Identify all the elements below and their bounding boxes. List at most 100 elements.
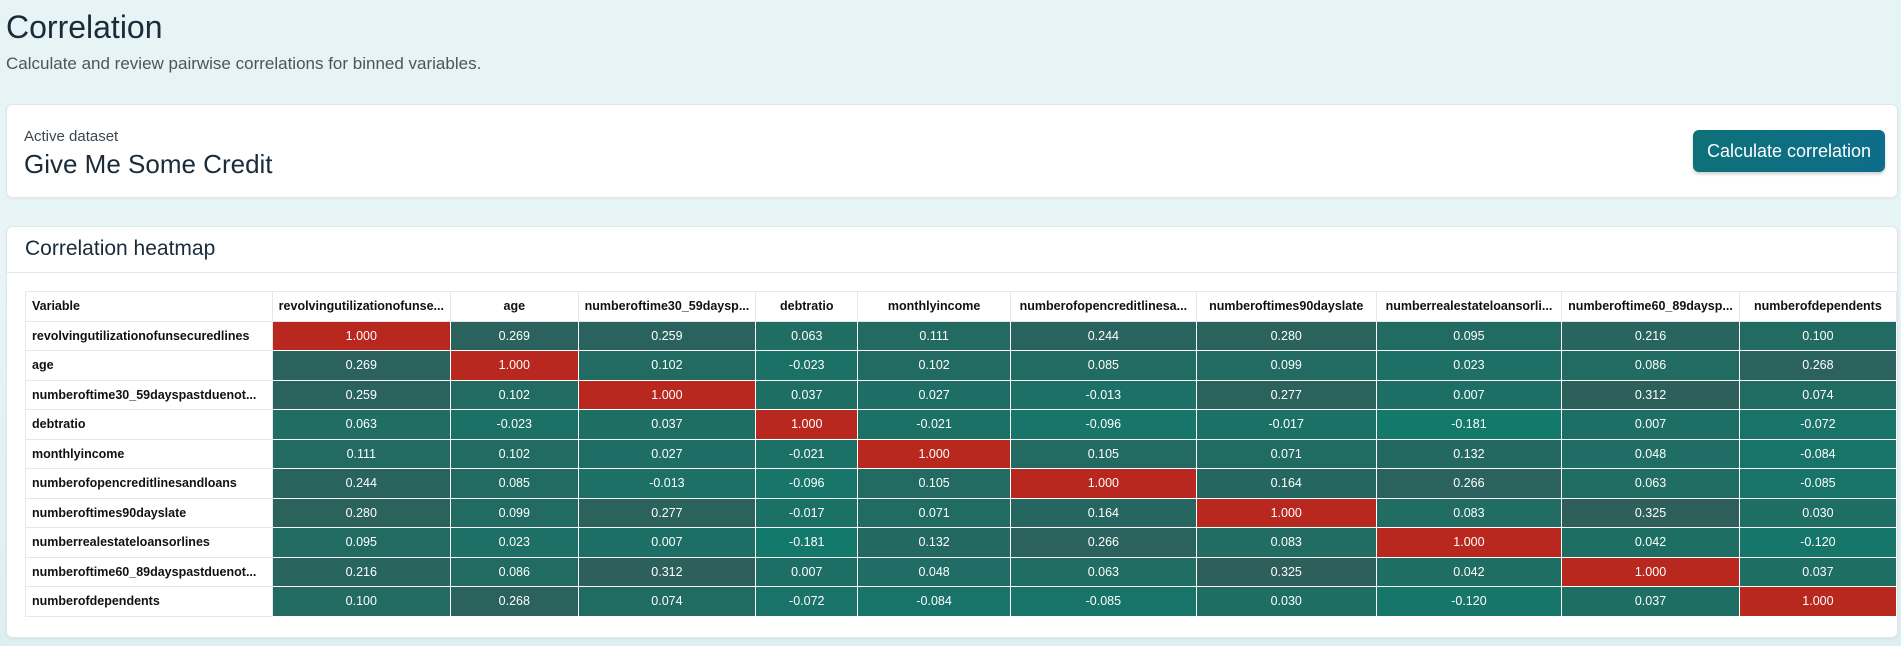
heatmap-cell: -0.085 xyxy=(1009,586,1197,617)
heatmap-cell: 0.074 xyxy=(1738,379,1898,410)
heatmap-cell: 0.268 xyxy=(449,586,579,617)
heatmap-cell: 1.000 xyxy=(271,320,451,351)
heatmap-row-header: numberoftime30_59dayspastduenot... xyxy=(25,379,273,410)
heatmap-row: numberrealestateloansorlines 0.095 0.023 0.… xyxy=(25,527,1898,558)
heatmap-cell: 0.111 xyxy=(857,320,1011,351)
heatmap-column-header: numberrealestateloansorli... xyxy=(1375,291,1563,322)
heatmap-cell: 0.102 xyxy=(449,438,579,469)
heatmap-cell: 1.000 xyxy=(1738,586,1898,617)
heatmap-cell: -0.021 xyxy=(857,409,1011,440)
heatmap-cell: 1.000 xyxy=(1375,527,1563,558)
heatmap-cell: -0.017 xyxy=(755,497,859,528)
heatmap-column-header: age xyxy=(449,291,579,322)
heatmap-cell: 1.000 xyxy=(1009,468,1197,499)
heatmap-cell: -0.085 xyxy=(1738,468,1898,499)
heatmap-cell: 0.048 xyxy=(1561,438,1740,469)
heatmap-cell: 0.048 xyxy=(857,556,1011,587)
heatmap-cell: 0.269 xyxy=(449,320,579,351)
heatmap-row: debtratio 0.063 -0.023 0.037 1.000 -0.021 -0.0… xyxy=(25,409,1898,440)
heatmap-title: Correlation heatmap xyxy=(25,237,216,260)
heatmap-cell: 1.000 xyxy=(857,438,1011,469)
heatmap-cell: 0.037 xyxy=(755,379,859,410)
heatmap-cell: 0.095 xyxy=(271,527,451,558)
heatmap-cell: 1.000 xyxy=(755,409,859,440)
heatmap-cell: 0.074 xyxy=(577,586,757,617)
heatmap-cell: 0.244 xyxy=(1009,320,1197,351)
correlation-heatmap-table: Variable revolvingutilizationofunse... age… xyxy=(25,291,1898,617)
heatmap-row-header: numberofopencreditlinesandloans xyxy=(25,468,273,499)
heatmap-cell: 0.007 xyxy=(577,527,757,558)
heatmap-row: numberoftimes90dayslate 0.280 0.099 0.277 -0… xyxy=(25,497,1898,528)
page-header: Correlation Calculate and review pairwis… xyxy=(6,6,481,74)
heatmap-row-header: numberoftimes90dayslate xyxy=(25,497,273,528)
heatmap-cell: -0.181 xyxy=(755,527,859,558)
heatmap-cell: 0.244 xyxy=(271,468,451,499)
heatmap-row: numberoftime60_89dayspastduenot... 0.216 0… xyxy=(25,556,1898,587)
heatmap-corner-label: Variable xyxy=(25,291,273,322)
heatmap-cell: 0.027 xyxy=(577,438,757,469)
heatmap-cell: 0.086 xyxy=(1561,350,1740,381)
heatmap-cell: 0.132 xyxy=(857,527,1011,558)
heatmap-cell: 0.030 xyxy=(1738,497,1898,528)
heatmap-cell: 0.023 xyxy=(449,527,579,558)
heatmap-cell: 0.086 xyxy=(449,556,579,587)
heatmap-cell: 0.102 xyxy=(857,350,1011,381)
heatmap-cell: -0.120 xyxy=(1738,527,1898,558)
heatmap-cell: 0.023 xyxy=(1375,350,1563,381)
heatmap-cell: 0.083 xyxy=(1195,527,1377,558)
heatmap-cell: -0.017 xyxy=(1195,409,1377,440)
heatmap-cell: 0.325 xyxy=(1195,556,1377,587)
heatmap-cell: 0.277 xyxy=(577,497,757,528)
heatmap-cell: 0.007 xyxy=(1561,409,1740,440)
heatmap-row: revolvingutilizationofunsecuredlines 1.00… xyxy=(25,320,1898,351)
heatmap-cell: 0.268 xyxy=(1738,350,1898,381)
heatmap-cell: 1.000 xyxy=(1561,556,1740,587)
heatmap-cell: -0.013 xyxy=(1009,379,1197,410)
heatmap-cell: 0.042 xyxy=(1375,556,1563,587)
heatmap-cell: 0.042 xyxy=(1561,527,1740,558)
heatmap-cell: 0.105 xyxy=(857,468,1011,499)
heatmap-column-header: numberoftimes90dayslate xyxy=(1195,291,1377,322)
heatmap-cell: -0.181 xyxy=(1375,409,1563,440)
heatmap-row: numberofdependents 0.100 0.268 0.074 -0.072 -… xyxy=(25,586,1898,617)
heatmap-cell: 0.102 xyxy=(577,350,757,381)
heatmap-cell: 0.164 xyxy=(1195,468,1377,499)
heatmap-cell: 1.000 xyxy=(449,350,579,381)
heatmap-cell: -0.023 xyxy=(449,409,579,440)
heatmap-cell: 0.071 xyxy=(857,497,1011,528)
heatmap-cell: 0.037 xyxy=(1738,556,1898,587)
heatmap-row: age 0.269 1.000 0.102 -0.023 0.102 0.085 0.099 0… xyxy=(25,350,1898,381)
heatmap-cell: -0.096 xyxy=(1009,409,1197,440)
heatmap-row-header: debtratio xyxy=(25,409,273,440)
heatmap-cell: 0.132 xyxy=(1375,438,1563,469)
heatmap-cell: 0.216 xyxy=(1561,320,1740,351)
heatmap-cell: 0.100 xyxy=(1738,320,1898,351)
heatmap-cell: 0.037 xyxy=(577,409,757,440)
calculate-correlation-button[interactable]: Calculate correlation xyxy=(1693,130,1885,172)
page-title: Correlation xyxy=(6,9,163,45)
heatmap-row-header: numberofdependents xyxy=(25,586,273,617)
heatmap-cell: 0.312 xyxy=(1561,379,1740,410)
heatmap-cell: 0.027 xyxy=(857,379,1011,410)
heatmap-cell: 0.100 xyxy=(271,586,451,617)
heatmap-cell: 1.000 xyxy=(577,379,757,410)
heatmap-row: monthlyincome 0.111 0.102 0.027 -0.021 1.000 0… xyxy=(25,438,1898,469)
heatmap-cell: -0.072 xyxy=(755,586,859,617)
heatmap-cell: -0.023 xyxy=(755,350,859,381)
heatmap-cell: 0.071 xyxy=(1195,438,1377,469)
heatmap-cell: 0.269 xyxy=(271,350,451,381)
heatmap-row: numberoftime30_59dayspastduenot... 0.259 0… xyxy=(25,379,1898,410)
active-dataset-label: Active dataset xyxy=(24,128,119,145)
heatmap-cell: 0.085 xyxy=(449,468,579,499)
active-dataset-name: Give Me Some Credit xyxy=(24,149,273,179)
heatmap-column-header: numberoftime30_59daysp... xyxy=(577,291,757,322)
heatmap-column-header: revolvingutilizationofunse... xyxy=(271,291,451,322)
heatmap-cell: 0.259 xyxy=(577,320,757,351)
active-dataset-card: Active dataset Give Me Some Credit Calcu… xyxy=(6,104,1898,198)
heatmap-row-header: monthlyincome xyxy=(25,438,273,469)
heatmap-cell: 0.280 xyxy=(1195,320,1377,351)
heatmap-row-header: numberrealestateloansorlines xyxy=(25,527,273,558)
heatmap-cell: 0.063 xyxy=(1561,468,1740,499)
heatmap-row-header: age xyxy=(25,350,273,381)
heatmap-cell: 1.000 xyxy=(1195,497,1377,528)
